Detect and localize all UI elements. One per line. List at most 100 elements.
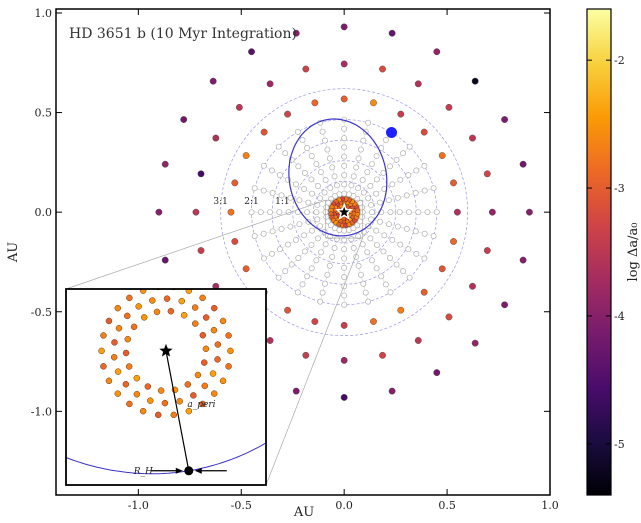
inset-particle (202, 314, 210, 321)
inset-particle (114, 368, 122, 375)
arrowhead (194, 467, 202, 474)
inset-particle (140, 314, 148, 321)
survivor-particle (260, 128, 268, 136)
test-particle (329, 164, 336, 171)
survivor-particle (519, 256, 527, 264)
test-particle (324, 271, 331, 278)
test-particle (355, 262, 362, 269)
test-particle (368, 202, 374, 208)
x-tick-label: 1.0 (541, 499, 559, 512)
grid-circle (220, 88, 469, 337)
test-particle (353, 164, 360, 171)
test-particle (405, 246, 412, 253)
test-particle (365, 195, 372, 202)
inset-particle (219, 377, 227, 385)
inset-particle (144, 383, 152, 390)
test-particle (269, 190, 276, 196)
y-tick-label: -1.0 (31, 405, 52, 418)
inset-particle (124, 335, 131, 343)
survivor-particle (397, 306, 405, 314)
inset-particle (227, 347, 234, 355)
test-particle (277, 246, 283, 253)
test-particle (267, 209, 274, 216)
test-particle (299, 137, 306, 143)
survivor-particle (414, 337, 422, 344)
test-particle (293, 237, 299, 243)
survivor-particle (340, 356, 348, 364)
survivor-particle (248, 48, 255, 56)
test-particle (341, 255, 348, 262)
test-particle (377, 199, 383, 206)
x-tick-label: 0.0 (335, 499, 353, 512)
test-particle (385, 221, 392, 228)
test-particle (430, 233, 437, 240)
test-particle (367, 235, 374, 242)
test-particle (369, 161, 375, 167)
x-tick-label: 0.5 (438, 499, 456, 512)
colorbar-tick-label: -5 (614, 438, 625, 451)
test-particle (350, 173, 357, 180)
survivor-particle (469, 134, 476, 142)
test-particle (394, 223, 401, 230)
y-tick-label: 0.5 (35, 107, 53, 120)
survivor-particle (302, 351, 310, 359)
test-particle (257, 209, 264, 216)
inset-background (66, 289, 266, 485)
planet-orbit (288, 118, 388, 237)
inset-particle (154, 411, 162, 419)
test-particle (341, 237, 348, 243)
colorbar-tick-label: -2 (614, 54, 625, 67)
inset-particle (185, 407, 193, 415)
x-axis-label: AU (293, 505, 314, 520)
test-particle (309, 227, 316, 234)
survivor-particle (292, 29, 300, 37)
survivor-particle (340, 394, 348, 401)
test-particle (322, 137, 328, 144)
test-particle (355, 233, 362, 240)
test-particle (355, 155, 362, 162)
test-particle (304, 273, 311, 280)
test-particle (382, 281, 389, 288)
test-particle (393, 156, 400, 163)
survivor-particle (450, 179, 457, 187)
test-particle (313, 161, 320, 167)
test-particle (421, 230, 428, 237)
test-particle (413, 167, 420, 174)
inset-particle (161, 399, 169, 407)
test-particle (334, 236, 340, 242)
inset-particle (125, 363, 133, 370)
survivor-particle (242, 265, 250, 273)
test-particle (301, 169, 308, 176)
test-particle (278, 192, 285, 199)
arrowhead (175, 467, 183, 474)
test-particle (396, 209, 403, 216)
inset-particle (123, 312, 131, 320)
inset-particles (98, 289, 234, 419)
test-particle (304, 209, 311, 216)
test-particle (260, 187, 267, 194)
survivor-particle (420, 288, 428, 296)
colorbar: -2 -3 -4 -5 log Δa/a₀ (586, 8, 641, 496)
inset-particle (111, 339, 118, 346)
inset-particle (133, 374, 140, 382)
inset-particle (100, 332, 107, 339)
test-particle (288, 261, 295, 268)
inset-particle (126, 400, 133, 408)
survivor-particle (379, 65, 386, 73)
inset-particle (201, 359, 208, 366)
colorbar-tick-label: -4 (614, 310, 625, 323)
test-particle (294, 289, 301, 296)
inset-particle (170, 411, 178, 419)
survivor-particle (292, 387, 300, 395)
test-particle (327, 185, 334, 192)
test-particle (275, 274, 282, 281)
hill-radius-label: R_H (133, 467, 153, 477)
test-particle (359, 214, 366, 220)
test-particle (318, 249, 324, 256)
inset-particle (209, 370, 217, 377)
test-particle (369, 209, 375, 216)
test-particle (326, 155, 333, 162)
test-particle (321, 189, 328, 196)
core-particle (354, 207, 361, 213)
inset-particle (202, 345, 210, 353)
